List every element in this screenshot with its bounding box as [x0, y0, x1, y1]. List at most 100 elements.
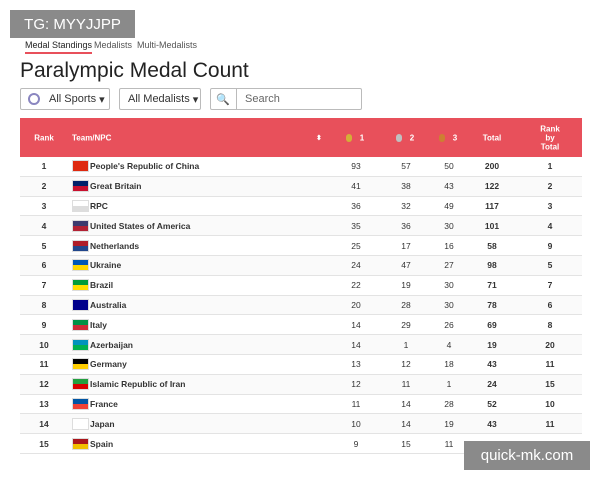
cell: 117 — [485, 200, 499, 211]
team-name: Great Britain — [90, 181, 142, 192]
table-header: Rank Team/NPC 1 2 3 Total Rank by Total ⬍ — [20, 118, 582, 157]
flag — [72, 298, 89, 311]
cell: 43 — [444, 181, 454, 192]
cell: 98 — [487, 260, 497, 271]
column-header: Rank by Total — [540, 124, 560, 151]
medal-table: Rank Team/NPC 1 2 3 Total Rank by Total ⬍ 1 Peopl… — [20, 118, 582, 454]
team-name: Ukraine — [90, 260, 122, 271]
cell: 36 — [401, 220, 411, 231]
column-header: Rank — [34, 133, 54, 142]
cell: 3 — [547, 200, 553, 211]
cell: 5 — [41, 240, 47, 251]
team-name: Islamic Republic of Iran — [90, 379, 186, 390]
cell: 29 — [401, 319, 411, 330]
flag — [72, 378, 89, 391]
cell: 78 — [487, 299, 497, 310]
cell: 1 — [403, 339, 409, 350]
cell: 12 — [401, 359, 411, 370]
cell: 4 — [547, 220, 553, 231]
cell: 1 — [446, 379, 452, 390]
flag — [72, 239, 89, 252]
cell: 32 — [401, 200, 411, 211]
cell: 13 — [39, 398, 49, 409]
table-row: 9 Italy 14 29 26 69 8 — [20, 315, 582, 336]
flag — [72, 259, 89, 272]
cell: 20 — [545, 339, 555, 350]
cell: 7 — [41, 280, 47, 291]
cell: 15 — [39, 438, 49, 449]
column-header: 1 — [359, 133, 365, 142]
filter-label: All Sports — [49, 93, 97, 105]
cell: 30 — [444, 299, 454, 310]
cell: 101 — [484, 220, 500, 231]
cell: 24 — [487, 379, 497, 390]
cell: 9 — [353, 438, 359, 449]
team-name: People's Republic of China — [90, 161, 200, 172]
sort-icon: ⬍ — [316, 134, 322, 142]
table-row: 1 People's Republic of China 93 57 50 200 1 — [20, 157, 582, 177]
tab[interactable]: Multi-Medalists — [137, 40, 198, 50]
cell: 49 — [444, 200, 454, 211]
search-box[interactable]: Search — [210, 88, 362, 110]
flag — [72, 397, 89, 410]
flag — [72, 279, 89, 292]
cell: 93 — [351, 161, 361, 172]
cell: 15 — [545, 379, 555, 390]
team-name: Brazil — [90, 280, 114, 291]
column-header: Total — [482, 133, 502, 142]
watermark: quick-mk.com — [464, 441, 590, 470]
sport-filter[interactable]: All Sports ▾ — [20, 88, 110, 110]
cell: 57 — [401, 161, 411, 172]
cell: 58 — [487, 240, 497, 251]
cell: 8 — [41, 299, 47, 310]
flag — [72, 318, 89, 331]
cell: 3 — [41, 200, 47, 211]
cell: 10 — [39, 339, 49, 350]
cell: 36 — [351, 200, 361, 211]
cell: 2 — [41, 181, 47, 192]
cell: 122 — [484, 181, 500, 192]
cell: 27 — [444, 260, 454, 271]
cell: 10 — [351, 418, 361, 429]
table-row: 8 Australia 20 28 30 78 6 — [20, 295, 582, 316]
team-name: Netherlands — [90, 240, 140, 251]
cell: 4 — [446, 339, 452, 350]
team-name: RPC — [90, 200, 108, 211]
flag — [72, 358, 89, 371]
team-name: Italy — [90, 319, 108, 330]
medal-icon — [396, 133, 402, 142]
tab[interactable]: Medalists — [94, 40, 133, 50]
cell: 43 — [487, 359, 497, 370]
medal-filter[interactable]: All Medalists ▾ — [119, 88, 201, 110]
cell: 35 — [351, 220, 361, 231]
medal-icon — [439, 133, 445, 142]
cell: 11 — [351, 398, 361, 409]
team-name: Spain — [90, 438, 114, 449]
cell: 19 — [401, 280, 411, 291]
table-row: 3 RPC 36 32 49 117 3 — [20, 197, 582, 217]
cell: 30 — [444, 280, 454, 291]
cell: 200 — [484, 161, 500, 172]
cell: 11 — [545, 418, 555, 429]
cell: 26 — [444, 319, 454, 330]
flag — [72, 199, 89, 212]
cell: 13 — [351, 359, 361, 370]
cell: 2 — [547, 181, 553, 192]
table-row: 11 Germany 13 12 18 43 11 — [20, 355, 582, 375]
team-name: Germany — [90, 359, 127, 370]
flag — [72, 180, 89, 193]
table-row: 7 Brazil 22 19 30 71 7 — [20, 276, 582, 296]
cell: 6 — [547, 299, 553, 310]
cell: 41 — [351, 181, 361, 192]
cell: 14 — [351, 339, 361, 350]
flag — [72, 160, 89, 173]
tab[interactable]: Medal Standings — [25, 40, 93, 54]
team-name: United States of America — [90, 220, 191, 231]
cell: 16 — [444, 240, 454, 251]
flag — [72, 437, 89, 450]
filter-label: All Medalists — [128, 93, 190, 105]
cell: 18 — [444, 359, 454, 370]
cell: 11 — [444, 438, 454, 449]
column-header: 3 — [452, 133, 458, 142]
cell: 6 — [41, 260, 47, 271]
